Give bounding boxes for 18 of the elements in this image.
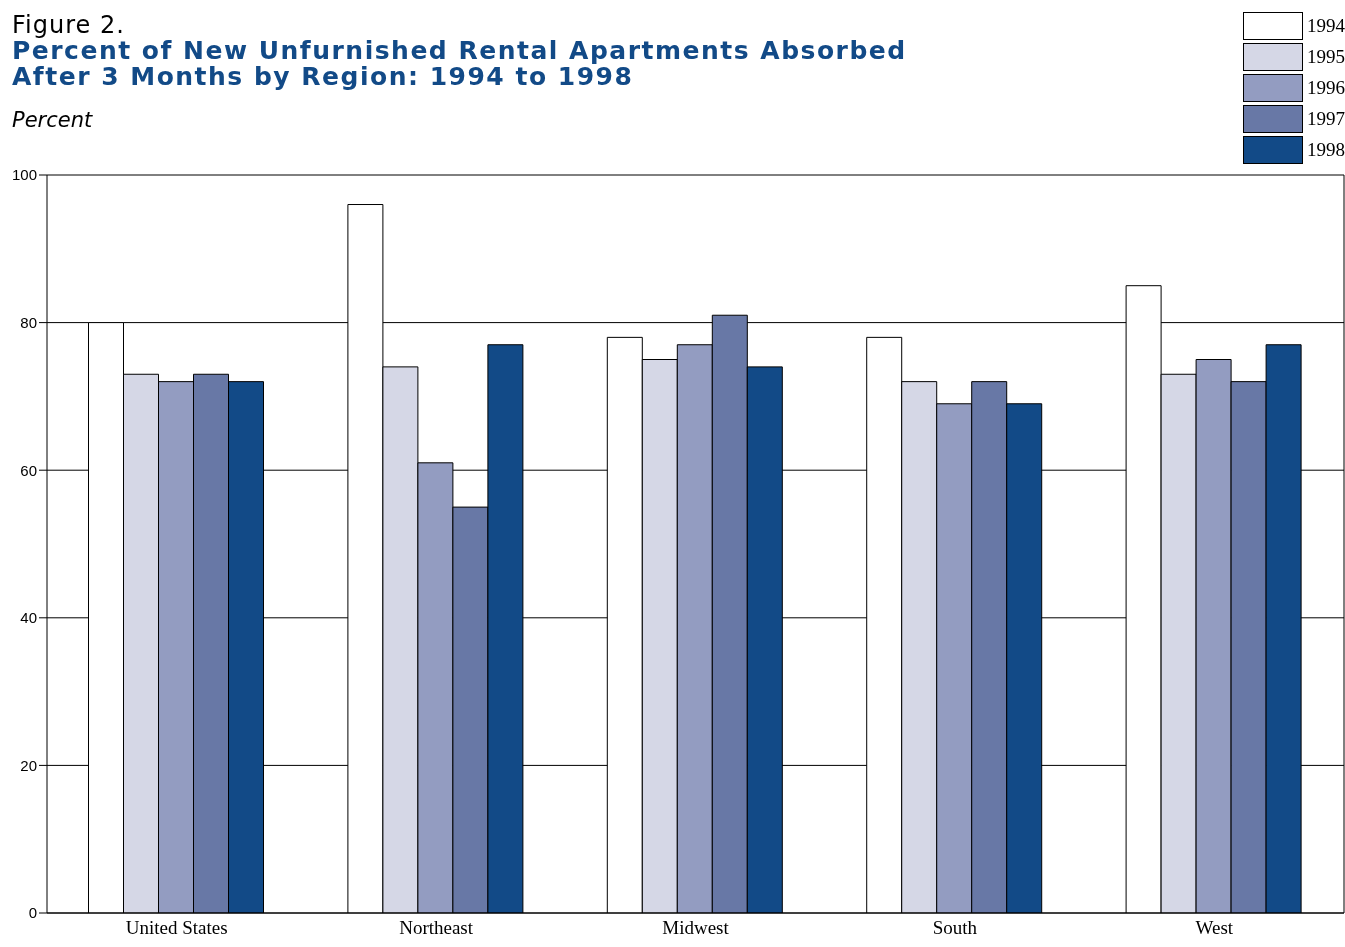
y-tick-label: 0 [28,904,37,922]
caption: Figure 2. [12,11,126,39]
x-tick-label: Midwest [662,917,730,939]
legend-label: 1998 [1307,138,1345,161]
legend-label: 1996 [1307,76,1345,99]
y-tick-label: 40 [20,609,37,627]
y-axis-title: Percent [12,108,94,132]
legend-label: 1997 [1307,107,1345,130]
y-tick-label: 20 [20,756,37,774]
x-tick-label: Northeast [399,917,474,939]
x-tick-label: South [932,917,978,939]
y-tick-label: 80 [20,313,37,331]
y-tick-label: 60 [20,461,37,479]
legend-label: 1995 [1307,45,1345,68]
y-tick-label: 100 [11,166,37,184]
x-tick-label: United States [125,917,228,939]
legend-label: 1994 [1307,14,1345,37]
x-tick-label: West [1195,917,1234,939]
